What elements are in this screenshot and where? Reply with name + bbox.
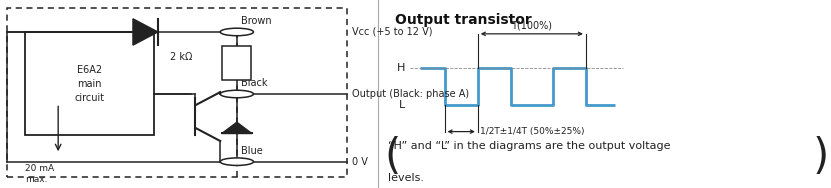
Polygon shape: [133, 19, 158, 45]
Circle shape: [220, 28, 253, 36]
Circle shape: [220, 90, 253, 98]
Text: 2 kΩ: 2 kΩ: [170, 52, 193, 62]
Text: 1/2T±1/4T (50%±25%): 1/2T±1/4T (50%±25%): [480, 127, 585, 136]
Circle shape: [220, 158, 253, 165]
Text: 20 mA
max.: 20 mA max.: [25, 164, 54, 184]
Bar: [25, 32, 154, 135]
Text: L: L: [399, 100, 406, 110]
Text: Vcc (+5 to 12 V): Vcc (+5 to 12 V): [352, 27, 432, 37]
Text: Output (Black: phase A): Output (Black: phase A): [352, 89, 469, 99]
Text: T(100%): T(100%): [511, 20, 553, 30]
Text: Brown: Brown: [241, 16, 272, 26]
Text: ): ): [813, 136, 829, 178]
Text: Blue: Blue: [241, 146, 263, 156]
Polygon shape: [222, 122, 252, 133]
Text: levels.: levels.: [388, 173, 424, 183]
Text: Output transistor: Output transistor: [395, 13, 532, 27]
Text: Black: Black: [241, 78, 268, 88]
Text: 0 V: 0 V: [352, 157, 367, 167]
Text: “H” and “L” in the diagrams are the output voltage: “H” and “L” in the diagrams are the outp…: [388, 141, 671, 151]
Bar: [222, 46, 251, 80]
Text: E6A2
main
circuit: E6A2 main circuit: [74, 65, 105, 103]
Text: (: (: [384, 136, 401, 178]
Text: H: H: [397, 63, 406, 73]
Bar: [7, 8, 347, 177]
